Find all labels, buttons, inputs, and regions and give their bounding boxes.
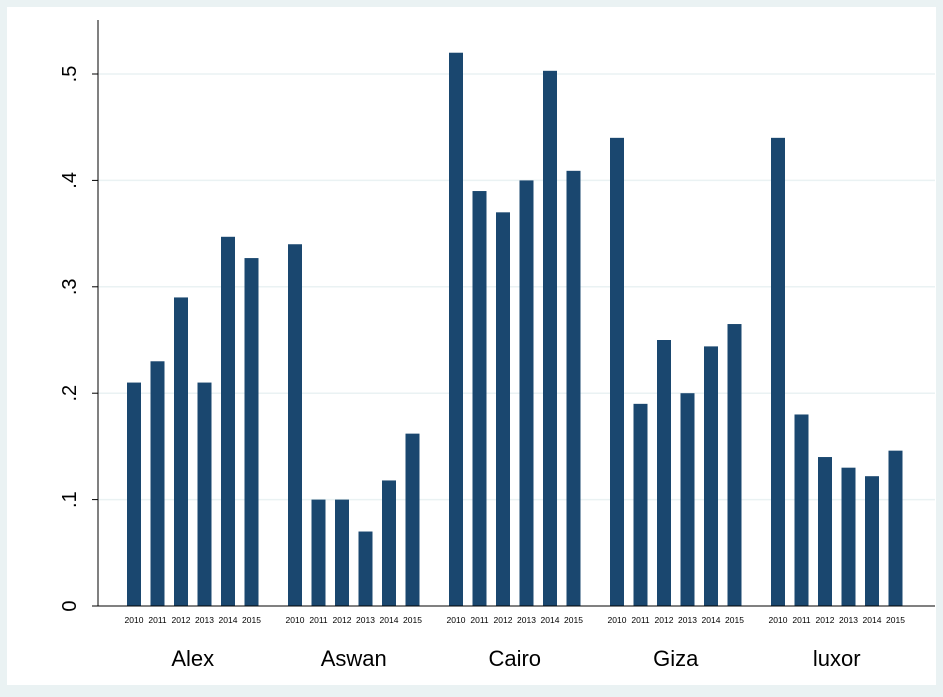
year-label: 2015	[403, 615, 422, 625]
year-label: 2012	[655, 615, 674, 625]
year-label: 2015	[725, 615, 744, 625]
y-tick-label: .3	[59, 278, 81, 295]
group-label: Alex	[171, 646, 214, 671]
year-label: 2011	[470, 615, 489, 625]
bar	[221, 236, 235, 607]
bar	[358, 531, 373, 606]
year-label: 2010	[769, 615, 788, 625]
bar	[150, 361, 165, 606]
bar	[794, 414, 809, 606]
bar	[288, 244, 302, 607]
bar	[197, 382, 212, 606]
bars	[127, 52, 903, 607]
group-label: Cairo	[488, 646, 541, 671]
year-label: 2015	[242, 615, 261, 625]
year-label: 2014	[219, 615, 238, 625]
year-label: 2012	[333, 615, 352, 625]
y-tick-label: 0	[59, 600, 81, 611]
y-tick-label: .2	[59, 385, 81, 402]
year-label: 2013	[839, 615, 858, 625]
bar	[382, 480, 396, 606]
year-label: 2010	[286, 615, 305, 625]
bar	[680, 393, 695, 606]
bar	[244, 258, 259, 606]
year-label: 2015	[564, 615, 583, 625]
year-label: 2011	[792, 615, 811, 625]
year-label: 2014	[863, 615, 882, 625]
year-label: 2011	[148, 615, 167, 625]
year-label: 2012	[494, 615, 513, 625]
bar	[610, 137, 624, 606]
year-label: 2013	[356, 615, 375, 625]
bar	[771, 137, 785, 606]
bar	[174, 297, 188, 606]
y-tick-label: .1	[59, 491, 81, 508]
year-label: 2012	[172, 615, 191, 625]
bar	[633, 403, 648, 606]
bar	[472, 191, 487, 607]
bar	[704, 346, 718, 606]
group-label: Aswan	[321, 646, 387, 671]
bar	[127, 382, 141, 606]
y-tick-label: .5	[59, 66, 81, 83]
year-label: 2015	[886, 615, 905, 625]
bar	[519, 180, 534, 606]
y-tick-label: .4	[59, 172, 81, 189]
bar	[888, 450, 903, 606]
bar	[543, 70, 557, 607]
bar	[566, 170, 581, 606]
bar	[818, 457, 832, 606]
year-label: 2013	[195, 615, 214, 625]
year-label: 2011	[631, 615, 650, 625]
year-label: 2012	[816, 615, 835, 625]
bar	[405, 433, 420, 606]
year-label: 2011	[309, 615, 328, 625]
bar	[865, 476, 879, 606]
year-label: 2013	[517, 615, 536, 625]
year-label: 2014	[380, 615, 399, 625]
x-axis-labels: 2010 2011 2012 2013 2014 2015 Alex 2010 2011 2012…	[125, 615, 906, 671]
bar	[335, 499, 349, 606]
bar	[311, 499, 326, 606]
bar	[449, 52, 463, 607]
bar	[496, 212, 510, 606]
group-label: luxor	[813, 646, 861, 671]
year-label: 2014	[541, 615, 560, 625]
bar	[657, 340, 671, 606]
year-label: 2010	[608, 615, 627, 625]
year-label: 2014	[702, 615, 721, 625]
year-label: 2010	[447, 615, 466, 625]
group-label: Giza	[653, 646, 699, 671]
year-label: 2010	[125, 615, 144, 625]
y-axis: 0 .1 .2 .3 .4 .5	[59, 20, 935, 612]
bar	[841, 467, 856, 606]
bar	[727, 324, 742, 606]
year-label: 2013	[678, 615, 697, 625]
